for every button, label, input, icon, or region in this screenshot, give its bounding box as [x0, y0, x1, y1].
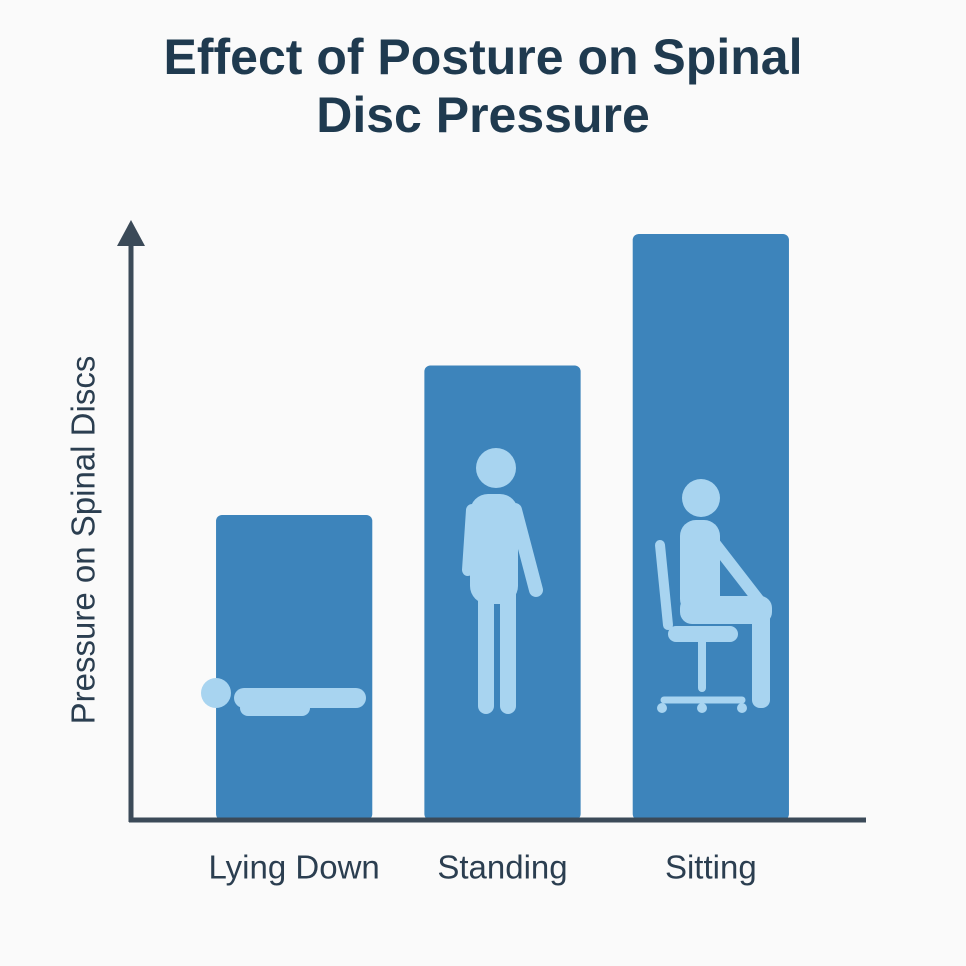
standing-figure	[462, 448, 543, 714]
lying-figure	[201, 678, 366, 716]
bar	[216, 515, 373, 820]
x-tick-label: Standing	[437, 849, 567, 886]
chart-title: Effect of Posture on Spinal Disc Pressur…	[163, 29, 803, 143]
sitting-figure	[655, 479, 772, 713]
x-tick-label: Sitting	[665, 849, 757, 886]
x-tick-label: Lying Down	[209, 849, 380, 886]
y-axis-arrow	[117, 220, 145, 246]
y-axis-label: Pressure on Spinal Discs	[65, 356, 102, 725]
